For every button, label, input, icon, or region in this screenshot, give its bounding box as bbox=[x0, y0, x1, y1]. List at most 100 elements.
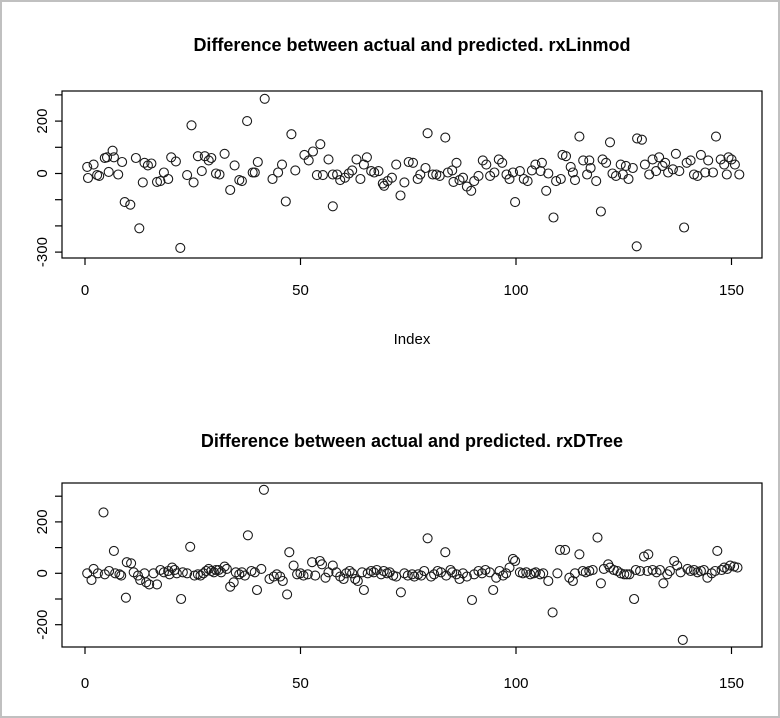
data-point bbox=[627, 162, 638, 174]
axes-rxdtree: 0 50 100 150 200 0 -200 bbox=[34, 495, 744, 692]
data-point bbox=[560, 544, 571, 555]
data-point bbox=[636, 134, 647, 145]
data-point bbox=[619, 569, 630, 580]
chart-rxdtree: Difference between actual and predicted.… bbox=[34, 431, 763, 692]
data-point bbox=[419, 565, 430, 577]
data-point bbox=[507, 167, 519, 178]
data-point bbox=[229, 160, 240, 171]
data-point bbox=[565, 161, 576, 172]
data-point bbox=[314, 555, 325, 567]
data-point bbox=[592, 532, 603, 543]
data-point bbox=[710, 565, 721, 577]
data-point bbox=[510, 555, 521, 567]
data-point bbox=[186, 120, 197, 131]
data-point bbox=[543, 575, 554, 587]
data-point bbox=[461, 571, 472, 582]
data-point bbox=[273, 167, 284, 178]
data-point bbox=[137, 177, 148, 188]
data-point bbox=[647, 154, 658, 165]
y-tick-label: 0 bbox=[34, 169, 51, 177]
data-point bbox=[315, 139, 326, 150]
data-point bbox=[176, 593, 187, 605]
y-tick-label: 0 bbox=[34, 569, 51, 577]
data-point bbox=[206, 565, 217, 577]
data-point bbox=[497, 157, 508, 168]
data-point bbox=[674, 166, 685, 177]
data-point bbox=[358, 584, 369, 596]
data-point bbox=[303, 155, 314, 166]
data-point bbox=[171, 568, 182, 579]
data-point bbox=[163, 173, 174, 185]
data-point bbox=[344, 565, 355, 577]
data-point bbox=[249, 567, 260, 578]
x-tick-label: 150 bbox=[719, 675, 744, 692]
data-point bbox=[623, 173, 634, 185]
data-point bbox=[144, 579, 155, 590]
data-point bbox=[108, 545, 119, 556]
data-point bbox=[604, 137, 616, 148]
data-point bbox=[391, 159, 402, 170]
data-point bbox=[522, 176, 533, 187]
data-point bbox=[311, 170, 322, 181]
data-point bbox=[252, 156, 263, 168]
data-point bbox=[538, 568, 549, 579]
data-point bbox=[288, 560, 299, 571]
data-point bbox=[632, 133, 643, 144]
data-point bbox=[134, 223, 145, 234]
data-point bbox=[368, 567, 379, 578]
data-point bbox=[130, 152, 141, 164]
data-point bbox=[214, 169, 225, 180]
data-point bbox=[210, 564, 222, 576]
data-point bbox=[597, 154, 608, 165]
data-point bbox=[177, 567, 188, 578]
data-point bbox=[402, 570, 413, 581]
x-tick-label: 150 bbox=[719, 282, 744, 299]
data-point bbox=[574, 549, 585, 560]
data-point bbox=[295, 568, 306, 579]
data-point bbox=[282, 589, 293, 600]
data-point bbox=[139, 157, 150, 168]
data-point bbox=[422, 128, 433, 139]
data-point bbox=[352, 575, 363, 587]
data-point bbox=[395, 587, 406, 598]
data-point bbox=[732, 562, 743, 573]
data-point bbox=[543, 168, 554, 179]
data-point bbox=[335, 175, 346, 186]
x-tick-label: 50 bbox=[292, 282, 309, 299]
x-tick-label: 0 bbox=[81, 675, 89, 692]
data-point bbox=[101, 152, 113, 163]
data-point bbox=[473, 565, 484, 577]
data-point bbox=[196, 166, 207, 177]
data-point bbox=[104, 565, 115, 577]
data-point bbox=[457, 172, 469, 183]
data-point bbox=[466, 594, 478, 606]
data-point bbox=[82, 161, 93, 172]
data-point bbox=[268, 571, 279, 582]
data-point bbox=[280, 196, 291, 207]
data-point bbox=[219, 561, 230, 572]
data-point bbox=[493, 154, 504, 165]
data-point bbox=[657, 160, 668, 171]
data-point bbox=[221, 563, 232, 574]
data-point bbox=[98, 507, 109, 518]
y-tick-label: 200 bbox=[34, 109, 51, 134]
data-point bbox=[420, 162, 431, 174]
data-point bbox=[440, 547, 451, 558]
data-point bbox=[578, 155, 589, 166]
data-point bbox=[347, 165, 358, 176]
data-point bbox=[716, 564, 727, 576]
data-point bbox=[725, 560, 736, 571]
data-point bbox=[530, 159, 541, 170]
data-point bbox=[117, 156, 128, 168]
chart-title-rxdtree: Difference between actual and predicted.… bbox=[201, 431, 623, 451]
data-point bbox=[567, 575, 578, 587]
x-tick-label: 100 bbox=[503, 675, 528, 692]
data-point bbox=[185, 541, 196, 552]
data-point bbox=[276, 159, 288, 170]
data-point bbox=[284, 547, 295, 558]
chart-rxlinmod: Difference between actual and predicted.… bbox=[34, 35, 763, 348]
data-point bbox=[535, 166, 546, 177]
data-point bbox=[612, 565, 623, 577]
plot-box-rxlinmod bbox=[61, 90, 763, 259]
data-point bbox=[327, 201, 338, 212]
